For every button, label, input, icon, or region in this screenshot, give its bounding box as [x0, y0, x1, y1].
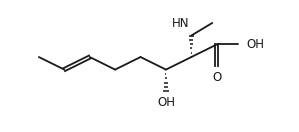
Text: O: O: [212, 71, 221, 84]
Text: HN: HN: [172, 17, 190, 30]
Text: OH: OH: [247, 38, 265, 51]
Text: OH: OH: [157, 96, 175, 110]
